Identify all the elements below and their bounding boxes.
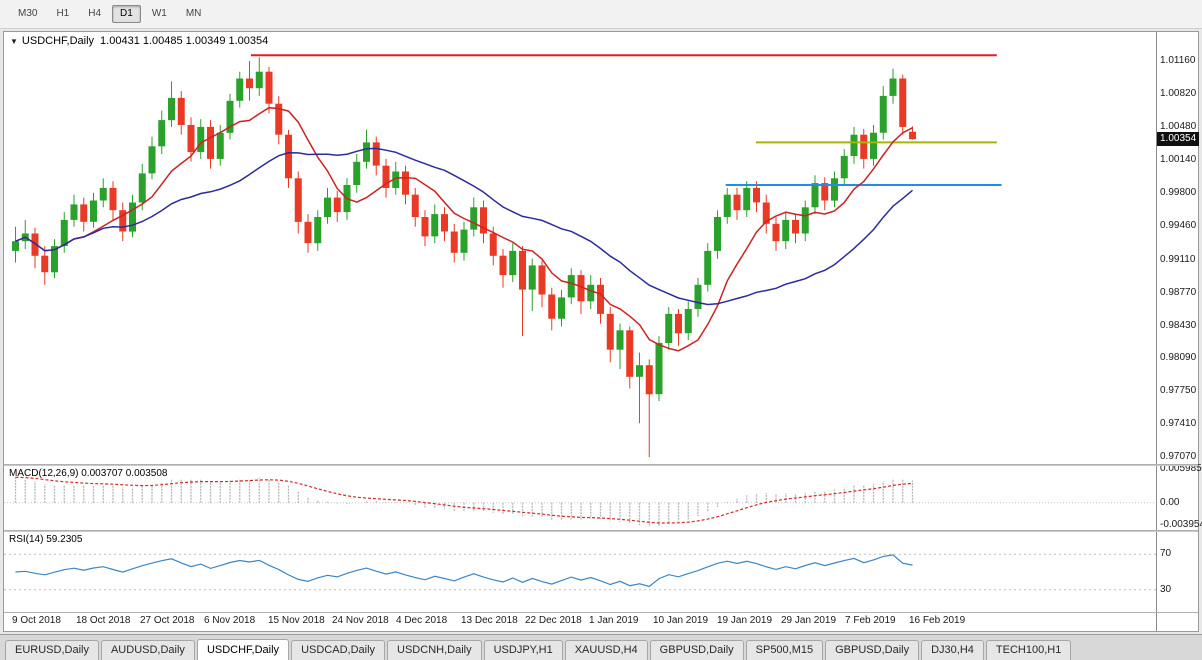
- chart-tab-dj30-h4[interactable]: DJ30,H4: [921, 640, 984, 660]
- time-axis-label: 15 Nov 2018: [268, 615, 325, 626]
- chart-tab-usdchf-daily[interactable]: USDCHF,Daily: [196, 639, 290, 660]
- scale-label: 0.97750: [1160, 385, 1197, 397]
- time-axis-label: 27 Oct 2018: [140, 615, 195, 626]
- price-scale[interactable]: 1.01160 1.00820 1.00480 1.00140 0.99800 0.994…: [1156, 32, 1202, 631]
- chart-tabbar: EURUSD,Daily AUDUSD,Daily USDCHF,Daily USDC…: [0, 634, 1202, 660]
- scale-label: 1.00480: [1160, 120, 1197, 132]
- rsi-svg[interactable]: [4, 532, 1156, 612]
- plot-area: 9 Oct 2018 18 Oct 2018 27 Oct 2018 6 Nov 20…: [4, 32, 1156, 631]
- time-axis-label: 13 Dec 2018: [461, 615, 518, 626]
- chart-tab-audusd-daily[interactable]: AUDUSD,Daily: [100, 640, 195, 660]
- scale-label: 0.97070: [1160, 451, 1197, 463]
- time-axis-label: 1 Jan 2019: [589, 615, 639, 626]
- timeframe-button-w1[interactable]: W1: [151, 8, 167, 19]
- ohlc-values-label: 1.00431 1.00485 1.00349 1.00354: [100, 35, 269, 47]
- chart-dropdown-icon: ▼: [10, 36, 18, 46]
- chart-tab-usdcnh-daily[interactable]: USDCNH,Daily: [387, 640, 482, 660]
- chart-tab-eurusd-daily[interactable]: EURUSD,Daily: [5, 640, 99, 660]
- scale-label: 0.99110: [1160, 253, 1196, 265]
- chart-symbol-label: ▼ USDCHF,Daily 1.00431 1.00485 1.00349 1…: [10, 35, 268, 47]
- panel-splitter-rsi[interactable]: [4, 530, 1198, 532]
- scale-label: 0.98430: [1160, 319, 1197, 331]
- scale-label: 0.00: [1160, 496, 1180, 508]
- timeframe-toolbar: M30 H1 H4 D1 W1 MN: [0, 0, 1202, 29]
- chart-tab-sp500-m15[interactable]: SP500,M15: [745, 640, 824, 660]
- macd-svg[interactable]: [4, 466, 1156, 530]
- scale-label: 1.00820: [1160, 88, 1197, 99]
- chart-tab-xauusd-h4[interactable]: XAUUSD,H4: [564, 640, 648, 660]
- rsi-indicator-label: RSI(14) 59.2305: [9, 534, 83, 545]
- panel-splitter-macd[interactable]: [4, 464, 1198, 466]
- scale-label: 0.99460: [1160, 219, 1197, 231]
- timeframe-button-h1[interactable]: H1: [56, 8, 70, 19]
- scale-label: 0.98090: [1160, 352, 1197, 364]
- scale-label: 0.97410: [1160, 418, 1197, 430]
- time-axis-label: 24 Nov 2018: [332, 615, 389, 626]
- scale-label: 0.99800: [1160, 186, 1197, 198]
- time-axis-label: 16 Feb 2019: [909, 615, 966, 626]
- time-axis-label: 7 Feb 2019: [845, 615, 896, 626]
- price-chart-svg[interactable]: [4, 32, 1156, 464]
- scale-label: 0.98770: [1160, 286, 1197, 298]
- scale-label: 0.005985: [1160, 462, 1202, 474]
- scale-label: 30: [1160, 583, 1172, 595]
- chart-tab-usdcad-daily[interactable]: USDCAD,Daily: [291, 640, 386, 660]
- chart-tab-gbpusd-daily[interactable]: GBPUSD,Daily: [825, 640, 920, 660]
- symbol-period-label: USDCHF,Daily: [21, 35, 95, 47]
- time-axis: 9 Oct 2018 18 Oct 2018 27 Oct 2018 6 Nov 20…: [4, 613, 1156, 631]
- scale-label: 1.00140: [1160, 153, 1197, 165]
- macd-indicator-label: MACD(12,26,9) 0.003707 0.003508: [9, 468, 168, 479]
- scale-label: 70: [1160, 548, 1172, 560]
- time-axis-label: 19 Jan 2019: [717, 615, 773, 626]
- chart-tab-gbpusd-daily[interactable]: GBPUSD,Daily: [649, 640, 744, 660]
- time-axis-label: 6 Nov 2018: [204, 615, 256, 626]
- chart-tab-usdjpy-h1[interactable]: USDJPY,H1: [483, 640, 563, 660]
- time-axis-label: 9 Oct 2018: [12, 615, 61, 626]
- timeframe-button-d1[interactable]: D1: [112, 5, 141, 23]
- time-axis-label: 4 Dec 2018: [396, 615, 448, 626]
- chart-window: 9 Oct 2018 18 Oct 2018 27 Oct 2018 6 Nov 20…: [3, 31, 1202, 632]
- time-axis-label: 29 Jan 2019: [781, 615, 837, 626]
- time-axis-label: 22 Dec 2018: [525, 615, 582, 626]
- time-axis-divider: [4, 612, 1198, 613]
- time-axis-label: 18 Oct 2018: [76, 615, 131, 626]
- timeframe-button-h4[interactable]: H4: [88, 8, 102, 19]
- time-axis-label: 10 Jan 2019: [653, 615, 709, 626]
- scale-label: 1.01160: [1160, 55, 1196, 67]
- timeframe-button-mn[interactable]: MN: [185, 8, 202, 19]
- timeframe-button-m30[interactable]: M30: [18, 8, 38, 19]
- scale-label: -0.003954: [1160, 519, 1202, 531]
- current-price-badge: 1.00354: [1157, 132, 1199, 147]
- chart-tab-tech100-h1[interactable]: TECH100,H1: [985, 640, 1072, 660]
